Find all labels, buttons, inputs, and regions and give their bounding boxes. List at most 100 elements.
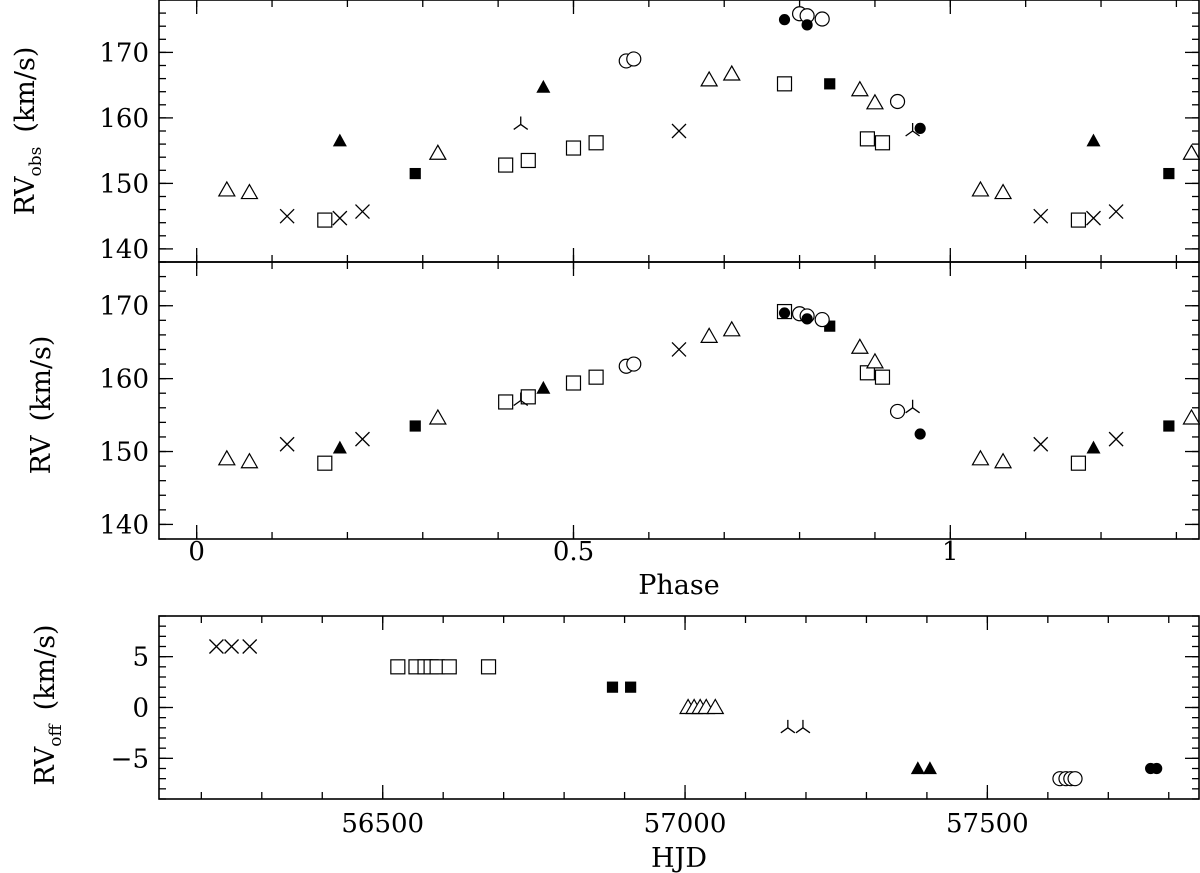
open-square-marker: [1070, 455, 1087, 471]
open-triangle-marker: [428, 408, 447, 425]
filled-square-marker: [606, 681, 619, 693]
panel-rv-marks: [217, 303, 1200, 471]
open-triangle-marker: [428, 144, 447, 160]
filled-triangle-marker: [332, 440, 347, 454]
y-tick-label: 160: [99, 104, 149, 134]
filled-square-marker: [1163, 167, 1175, 180]
filled-circle-marker: [778, 14, 791, 26]
filled-square-marker: [824, 78, 836, 90]
tri-down-marker: [905, 399, 921, 414]
panel-rvoff-frame: [158, 615, 1200, 800]
panel-rv-xlabel: Phase: [638, 570, 720, 601]
open-circle-marker: [889, 403, 906, 420]
y-tick-label: 140: [99, 235, 149, 265]
cross-marker: [671, 342, 687, 357]
y-tick-label: 5: [132, 643, 149, 673]
open-triangle-marker: [994, 183, 1013, 200]
open-triangle-marker: [865, 93, 884, 110]
panel-rvobs-ticks: 140 150 160 170: [99, 0, 1199, 265]
open-square-marker: [565, 140, 582, 156]
open-square-marker: [874, 135, 891, 151]
tri-down-marker: [905, 123, 921, 137]
y-tick-label: 150: [99, 438, 149, 468]
open-triangle-marker: [722, 64, 741, 81]
y-tick-label: 140: [99, 510, 149, 540]
open-triangle-marker: [994, 452, 1013, 469]
open-triangle-marker: [722, 320, 741, 337]
cross-marker: [332, 210, 348, 226]
x-tick-label: 0: [188, 537, 205, 567]
open-square-marker: [588, 369, 604, 385]
filled-circle-marker: [914, 428, 926, 440]
filled-circle-marker: [801, 19, 813, 31]
y-tick-label: 0: [132, 694, 149, 724]
open-triangle-marker: [850, 80, 869, 97]
open-triangle-marker: [1182, 408, 1200, 425]
cross-marker: [279, 436, 295, 452]
cross-marker: [242, 639, 258, 654]
open-triangle-marker: [700, 70, 719, 87]
open-square-marker: [859, 131, 876, 147]
cross-marker: [1033, 436, 1049, 452]
tri-down-marker: [780, 719, 796, 734]
panel-rvoff-xlabel: HJD: [651, 843, 707, 873]
open-triangle-marker: [971, 180, 990, 197]
y-tick-label: 170: [99, 38, 149, 68]
tri-down-marker: [513, 392, 529, 407]
open-circle-marker: [1067, 771, 1083, 787]
cross-marker: [671, 123, 687, 139]
open-triangle-marker: [865, 352, 884, 369]
panel-rvoff: −5 0 5 56500 57000 57500 RVoff(km/s) HJD: [30, 615, 1200, 873]
open-square-marker: [498, 394, 514, 410]
y-tick-label: 160: [99, 365, 149, 395]
filled-triangle-marker: [536, 79, 551, 93]
panel-rv-frame: [158, 261, 1200, 540]
filled-square-marker: [1163, 420, 1175, 432]
filled-square-marker: [625, 681, 637, 693]
open-square-marker: [390, 659, 406, 675]
open-circle-marker: [889, 93, 906, 110]
open-square-marker: [776, 76, 793, 92]
panel-rvoff-marks: [208, 639, 1163, 787]
filled-triangle-marker: [1086, 133, 1101, 147]
open-square-marker: [441, 659, 457, 675]
open-square-marker: [565, 375, 582, 391]
cross-marker: [355, 431, 370, 447]
filled-triangle-marker: [922, 761, 937, 775]
panel-rvoff-ylabel: RVoff(km/s): [30, 624, 66, 785]
open-square-marker: [874, 369, 891, 385]
filled-triangle-marker: [910, 761, 925, 775]
tri-down-marker: [513, 116, 529, 130]
filled-circle-marker: [1151, 762, 1163, 775]
filled-square-marker: [409, 167, 421, 180]
filled-triangle-marker: [332, 133, 347, 147]
x-tick-label: 57500: [946, 809, 1029, 839]
open-triangle-marker: [700, 327, 719, 343]
open-triangle-marker: [850, 338, 869, 354]
open-square-marker: [317, 455, 333, 471]
cross-marker: [1108, 204, 1124, 220]
open-square-marker: [588, 135, 604, 151]
y-tick-label: 150: [99, 169, 149, 199]
open-square-marker: [498, 157, 514, 173]
open-triangle-marker: [706, 698, 725, 715]
filled-circle-marker: [801, 313, 813, 325]
panel-rvobs: 140 150 160 170 RVobs(km/s): [10, 0, 1200, 265]
cross-marker: [224, 639, 240, 654]
filled-circle-marker: [778, 307, 791, 319]
cross-marker: [355, 204, 370, 220]
open-triangle-marker: [971, 449, 990, 466]
y-tick-label: −5: [111, 744, 149, 774]
x-tick-label: 57000: [644, 809, 727, 839]
open-circle-marker: [814, 311, 830, 328]
open-circle-marker: [814, 11, 830, 27]
cross-marker: [279, 208, 295, 224]
open-square-marker: [859, 365, 876, 381]
open-triangle-marker: [240, 452, 259, 469]
open-triangle-marker: [217, 449, 236, 466]
panel-rvobs-ylabel: RVobs(km/s): [10, 47, 46, 216]
cross-marker: [208, 639, 224, 654]
open-square-marker: [480, 659, 497, 675]
panel-rv: 140 150 160 170 0 0.5 1 RV(km/s) Phase: [26, 261, 1200, 601]
